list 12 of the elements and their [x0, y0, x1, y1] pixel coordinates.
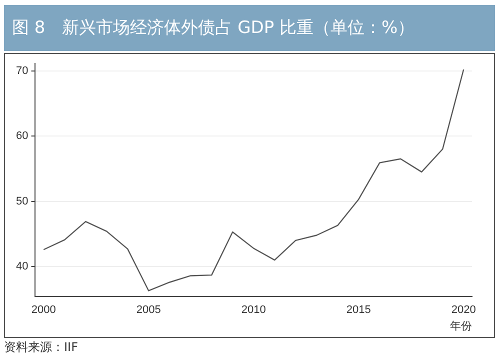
- y-tick-label: 70: [16, 64, 28, 77]
- y-tick-label: 60: [16, 130, 28, 142]
- x-tick-label: 2005: [136, 304, 161, 316]
- x-axis-title: 年份: [450, 319, 472, 332]
- y-tick-label: 40: [16, 260, 28, 273]
- x-tick-label: 2015: [346, 304, 371, 316]
- chart-title: 图 8 新兴市场经济体外债占 GDP 比重（单位：%）: [4, 5, 495, 51]
- y-tick-label: 50: [16, 195, 28, 208]
- text: 资料来源：IIF: [4, 339, 78, 356]
- x-tick-label: 2020: [451, 304, 476, 316]
- x-tick-label: 2000: [31, 304, 56, 316]
- x-tick-label: 2010: [241, 304, 266, 316]
